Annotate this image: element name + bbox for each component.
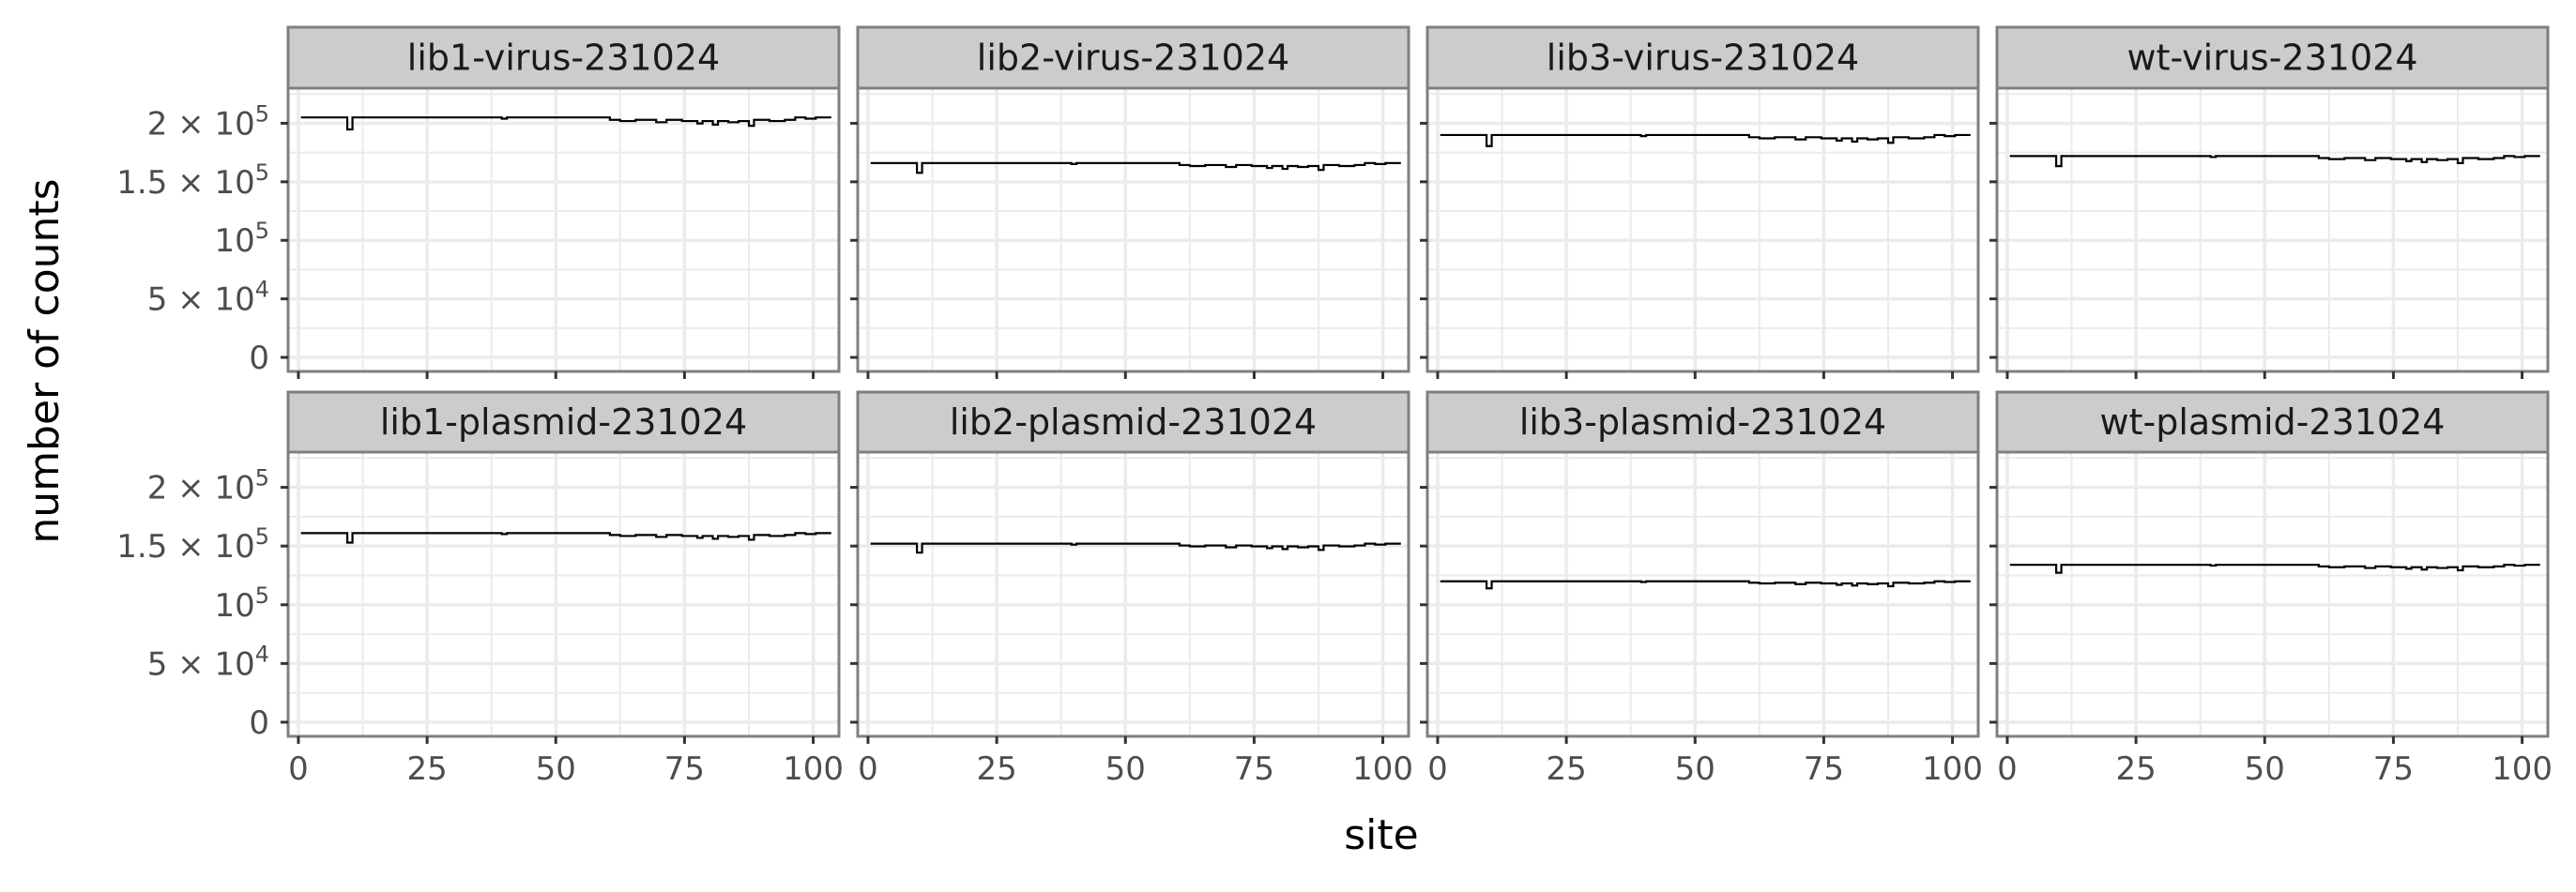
x-tick-label: 100 — [1922, 750, 1983, 788]
panel-border — [286, 86, 841, 373]
panel-border — [1425, 450, 1980, 738]
x-tick-label: 25 — [2115, 750, 2156, 788]
x-tick-label: 50 — [1675, 750, 1715, 788]
x-tick-label: 50 — [2245, 750, 2285, 788]
panel: lib2-plasmid-231024 — [856, 390, 1410, 738]
x-tick-label: 50 — [1105, 750, 1146, 788]
panel-background — [288, 88, 839, 371]
x-tick-label: 0 — [858, 750, 878, 788]
facet-strip-label: wt-plasmid-231024 — [2100, 401, 2446, 443]
panel-border — [1995, 450, 2550, 738]
x-tick-label: 75 — [2373, 750, 2414, 788]
data-step-line — [1440, 580, 1971, 590]
y-tick-label: 1.5 × 105 — [116, 159, 269, 202]
panel-border — [286, 450, 841, 738]
facet-strip-label: lib1-virus-231024 — [407, 38, 720, 79]
axes-layer: 0 5 × 104 105 1.5 × 105 2 × 105 0 5 × 104 105 1.… — [116, 100, 2553, 788]
x-tick-label: 25 — [406, 750, 447, 788]
data-step-line — [2009, 564, 2540, 574]
facet-strip-label: lib3-virus-231024 — [1547, 38, 1859, 79]
facet-strip-label: lib2-virus-231024 — [977, 38, 1289, 79]
panel-background — [858, 88, 1409, 371]
panel: wt-virus-231024 — [1995, 25, 2550, 373]
facet-strip — [1995, 390, 2550, 454]
y-tick-label: 1.5 × 105 — [116, 523, 269, 566]
y-tick-label: 105 — [214, 582, 269, 625]
x-tick-label: 100 — [783, 750, 844, 788]
data-step-line — [870, 542, 1401, 554]
y-tick-label: 0 — [249, 340, 269, 377]
panel-border — [856, 450, 1410, 738]
panel: wt-plasmid-231024 — [1995, 390, 2550, 738]
x-tick-label: 100 — [1352, 750, 1413, 788]
facet-strip-label: lib1-plasmid-231024 — [380, 401, 747, 443]
facet-strip-label: lib2-plasmid-231024 — [950, 401, 1317, 443]
facet-strip — [1425, 25, 1980, 90]
y-tick-label: 2 × 105 — [147, 465, 269, 507]
x-tick-label: 0 — [1997, 750, 2018, 788]
panel: lib2-virus-231024 — [856, 25, 1410, 373]
data-step-line — [2009, 155, 2540, 168]
x-tick-label: 75 — [1234, 750, 1274, 788]
panel-border — [856, 86, 1410, 373]
panel-border — [1425, 86, 1980, 373]
y-tick-label: 5 × 104 — [147, 277, 269, 319]
panel-background — [1997, 452, 2548, 736]
facet-strip-label: wt-virus-231024 — [2127, 38, 2418, 79]
panel: lib1-virus-231024 — [286, 25, 841, 373]
x-tick-label: 25 — [976, 750, 1016, 788]
facet-strip-label: lib3-plasmid-231024 — [1519, 401, 1886, 443]
x-tick-label: 25 — [1546, 750, 1586, 788]
panel-background — [1997, 88, 2548, 371]
data-step-line — [1440, 133, 1971, 147]
x-axis-title: site — [1344, 811, 1418, 859]
y-tick-label: 0 — [249, 704, 269, 742]
panel-background — [858, 452, 1409, 736]
data-step-line — [870, 161, 1401, 174]
data-step-line — [300, 532, 831, 544]
x-tick-label: 75 — [664, 750, 705, 788]
y-tick-label: 5 × 104 — [147, 641, 269, 683]
panel-border — [1995, 86, 2550, 373]
panels-layer: lib1-virus-231024 lib2-virus-231024 lib3-v… — [286, 25, 2550, 738]
panel: lib3-plasmid-231024 — [1425, 390, 1980, 738]
panel-background — [288, 452, 839, 736]
x-tick-label: 0 — [1427, 750, 1448, 788]
y-tick-label: 2 × 105 — [147, 100, 269, 143]
x-tick-label: 50 — [536, 750, 576, 788]
panel: lib3-virus-231024 — [1425, 25, 1980, 373]
data-step-line — [300, 116, 831, 131]
y-axis-title: number of counts — [21, 178, 69, 543]
panel-background — [1427, 452, 1978, 736]
x-tick-label: 100 — [2492, 750, 2553, 788]
x-tick-label: 75 — [1804, 750, 1844, 788]
y-tick-label: 105 — [214, 218, 269, 260]
x-tick-label: 0 — [288, 750, 309, 788]
facet-strip — [856, 390, 1410, 454]
facet-strip — [286, 25, 841, 90]
panel: lib1-plasmid-231024 — [286, 390, 841, 738]
